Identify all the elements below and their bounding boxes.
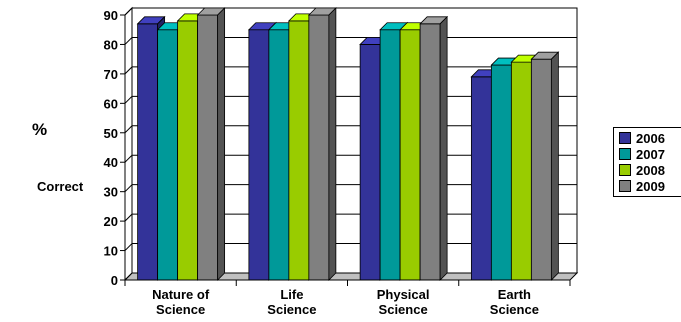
x-category-label-1-line-1: Science xyxy=(267,302,316,317)
gridline-diag-40 xyxy=(125,155,132,162)
bar-2008-cat3 xyxy=(511,62,531,280)
y-axis-label-line-1: % xyxy=(32,120,47,140)
legend-entry-2008: 2008 xyxy=(619,162,681,178)
bar-2009-cat1 xyxy=(309,15,329,280)
bar-2009-cat1-side xyxy=(329,8,336,280)
bar-2007-cat1 xyxy=(269,30,289,280)
gridline-diag-30 xyxy=(125,185,132,192)
bar-2008-cat1 xyxy=(289,21,309,280)
bar-2009-cat2-side xyxy=(440,17,447,280)
gridline-diag-60 xyxy=(125,96,132,103)
y-tick-label-30: 30 xyxy=(104,185,118,200)
bar-2006-cat3 xyxy=(471,77,491,280)
legend-swatch-2007 xyxy=(619,148,631,160)
x-category-label-3-line-0: Earth xyxy=(498,287,531,302)
bar-2007-cat3 xyxy=(491,65,511,280)
x-category-label-0-line-1: Science xyxy=(156,302,205,317)
legend-label-2007: 2007 xyxy=(636,147,665,162)
bar-2006-cat0 xyxy=(138,24,158,280)
chart-legend: 2006 2007 2008 2009 xyxy=(613,127,681,197)
legend-entry-2007: 2007 xyxy=(619,146,681,162)
y-tick-label-20: 20 xyxy=(104,214,118,229)
x-category-label-2-line-1: Science xyxy=(379,302,428,317)
bar-2008-cat2 xyxy=(400,30,420,280)
bar-2006-cat2 xyxy=(360,44,380,280)
bar-2008-cat0 xyxy=(178,21,198,280)
x-category-label-0-line-0: Nature of xyxy=(152,287,210,302)
bar-2006-cat1 xyxy=(249,30,269,280)
bar-2009-cat0 xyxy=(198,15,218,280)
legend-label-2006: 2006 xyxy=(636,131,665,146)
y-tick-label-70: 70 xyxy=(104,67,118,82)
bar-2009-cat2 xyxy=(420,24,440,280)
gridline-diag-20 xyxy=(125,214,132,221)
gridline-diag-10 xyxy=(125,244,132,251)
legend-swatch-2009 xyxy=(619,180,631,192)
bar-2009-cat3-side xyxy=(551,52,558,280)
y-tick-label-80: 80 xyxy=(104,37,118,52)
gridline-diag-70 xyxy=(125,67,132,74)
plot-side-wall xyxy=(125,8,132,280)
legend-swatch-2008 xyxy=(619,164,631,176)
x-category-label-2-line-0: Physical xyxy=(377,287,430,302)
y-axis-label-line-2: Correct xyxy=(37,179,83,194)
bar-2009-cat0-side xyxy=(218,8,225,280)
y-tick-label-50: 50 xyxy=(104,126,118,141)
bar-2009-cat3 xyxy=(531,59,551,280)
gridline-diag-50 xyxy=(125,126,132,133)
legend-label-2008: 2008 xyxy=(636,163,665,178)
y-tick-label-10: 10 xyxy=(104,244,118,259)
bar-2007-cat0 xyxy=(158,30,178,280)
bar-2007-cat2 xyxy=(380,30,400,280)
x-category-label-3-line-1: Science xyxy=(490,302,539,317)
x-category-label-1-line-0: Life xyxy=(280,287,303,302)
legend-label-2009: 2009 xyxy=(636,179,665,194)
y-tick-label-90: 90 xyxy=(104,8,118,23)
legend-entry-2009: 2009 xyxy=(619,178,681,194)
legend-swatch-2006 xyxy=(619,132,631,144)
y-tick-label-40: 40 xyxy=(104,155,118,170)
y-tick-label-60: 60 xyxy=(104,96,118,111)
legend-entry-2006: 2006 xyxy=(619,130,681,146)
gridline-diag-80 xyxy=(125,37,132,44)
y-tick-label-0: 0 xyxy=(111,273,118,288)
